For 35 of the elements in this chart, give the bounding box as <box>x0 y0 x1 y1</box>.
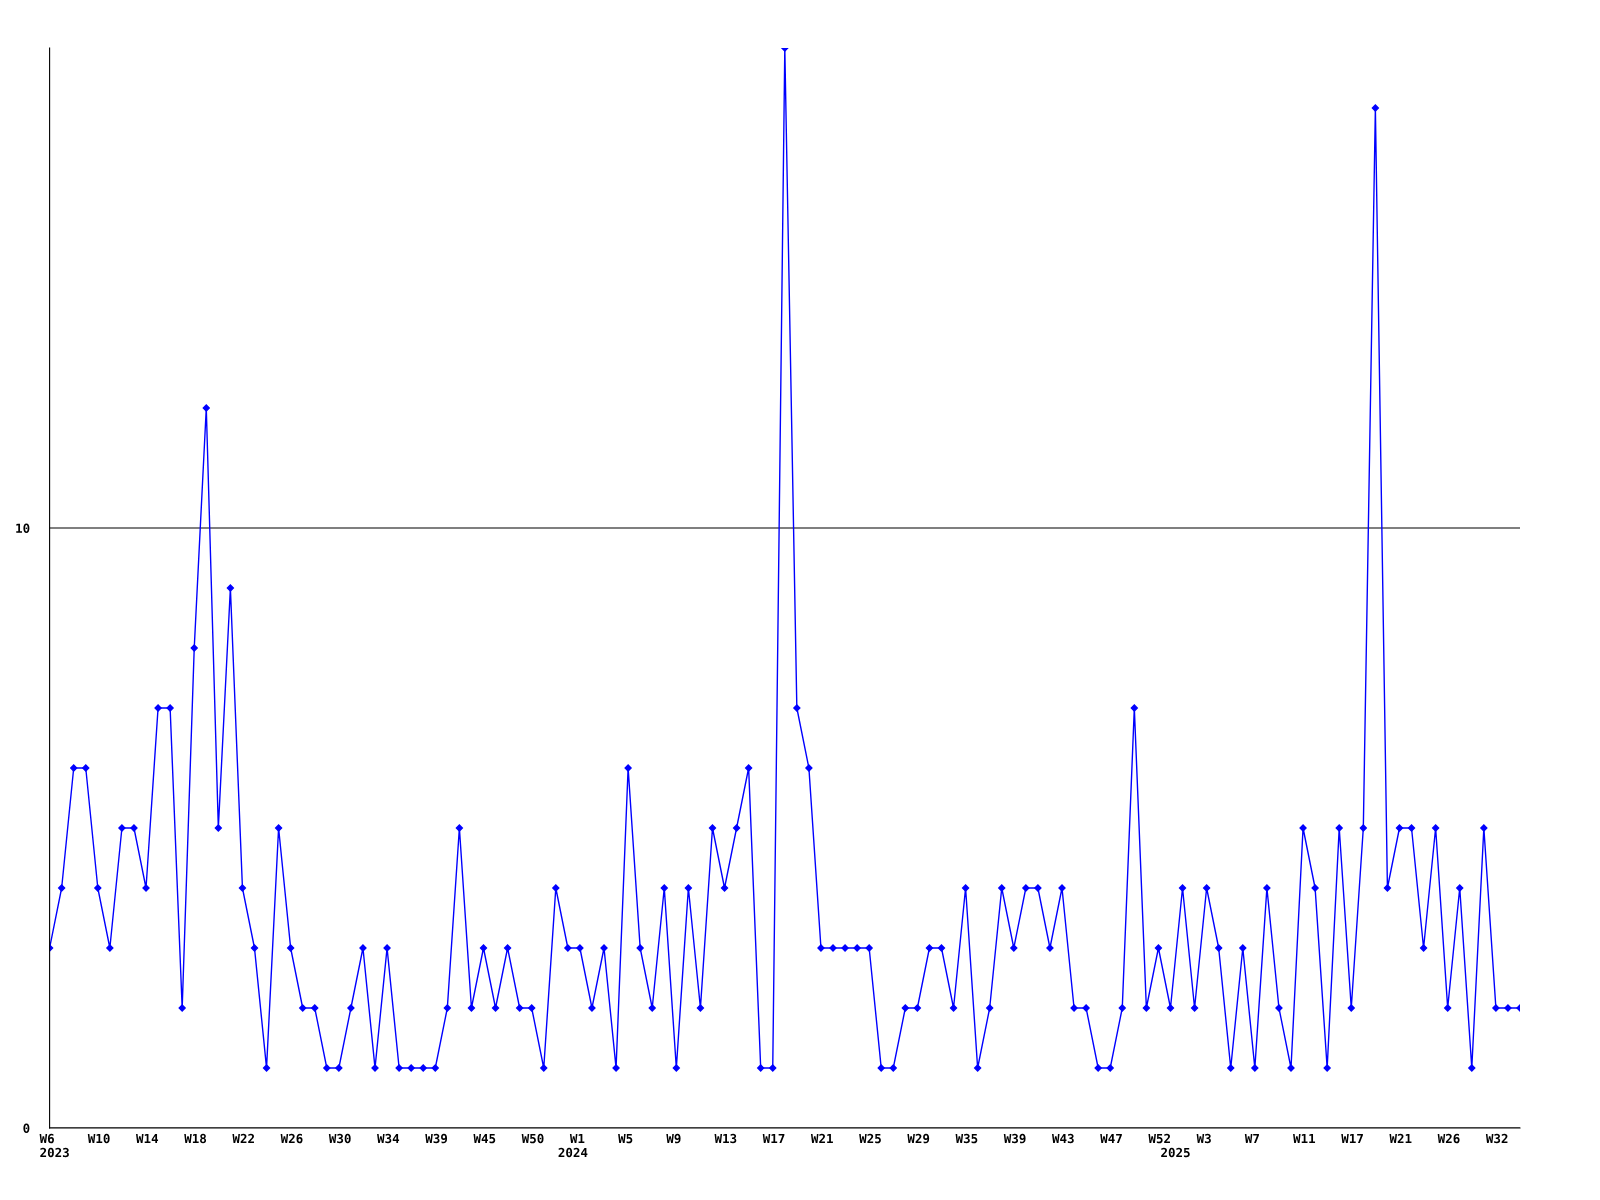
x-tick-label: W1 <box>569 1133 585 1144</box>
x-tick-label: W39 <box>1003 1133 1026 1144</box>
x-tick-label: W18 <box>184 1133 207 1144</box>
x-tick-label: W39 <box>425 1133 448 1144</box>
x-tick-label: W26 <box>280 1133 303 1144</box>
x-tick-label: W21 <box>810 1133 833 1144</box>
x-tick-label: W10 <box>87 1133 110 1144</box>
x-tick-label: W35 <box>955 1133 978 1144</box>
x-tick-label: W13 <box>714 1133 737 1144</box>
x-tick-label: W30 <box>328 1133 351 1144</box>
x-tick-label: W11 <box>1293 1133 1316 1144</box>
x-tick-label: W9 <box>666 1133 681 1144</box>
x-tick-label: W26 <box>1437 1133 1460 1144</box>
x-tick-label: W6 2023 <box>39 1133 69 1158</box>
x-tick-label: W32 <box>1485 1133 1508 1144</box>
y-tick-label: 0 <box>23 1123 30 1133</box>
x-tick-label: 2024 <box>558 1147 588 1158</box>
x-tick-label: W7 <box>1244 1133 1259 1144</box>
x-tick-label: W50 <box>521 1133 544 1144</box>
x-tick-label: W25 <box>859 1133 881 1144</box>
x-tick-label: W22 <box>232 1133 254 1144</box>
x-tick-label: W34 <box>377 1133 400 1144</box>
x-tick-label: W5 <box>618 1133 633 1144</box>
x-tick-label: 2025 <box>1161 1147 1190 1158</box>
x-tick-label: W47 <box>1100 1133 1122 1144</box>
x-tick-label: W43 <box>1052 1133 1074 1144</box>
x-tick-label: W52 <box>1148 1133 1170 1144</box>
x-tick-label: W21 <box>1389 1133 1412 1144</box>
x-tick-label: W17 <box>762 1133 785 1144</box>
x-tick-label: W45 <box>473 1133 496 1144</box>
y-tick-label: 10 <box>16 523 30 533</box>
x-tick-label: W17 <box>1341 1133 1363 1144</box>
x-tick-label: W14 <box>136 1133 159 1144</box>
x-tick-label: W3 <box>1196 1133 1211 1144</box>
x-tick-label: W29 <box>907 1133 930 1144</box>
